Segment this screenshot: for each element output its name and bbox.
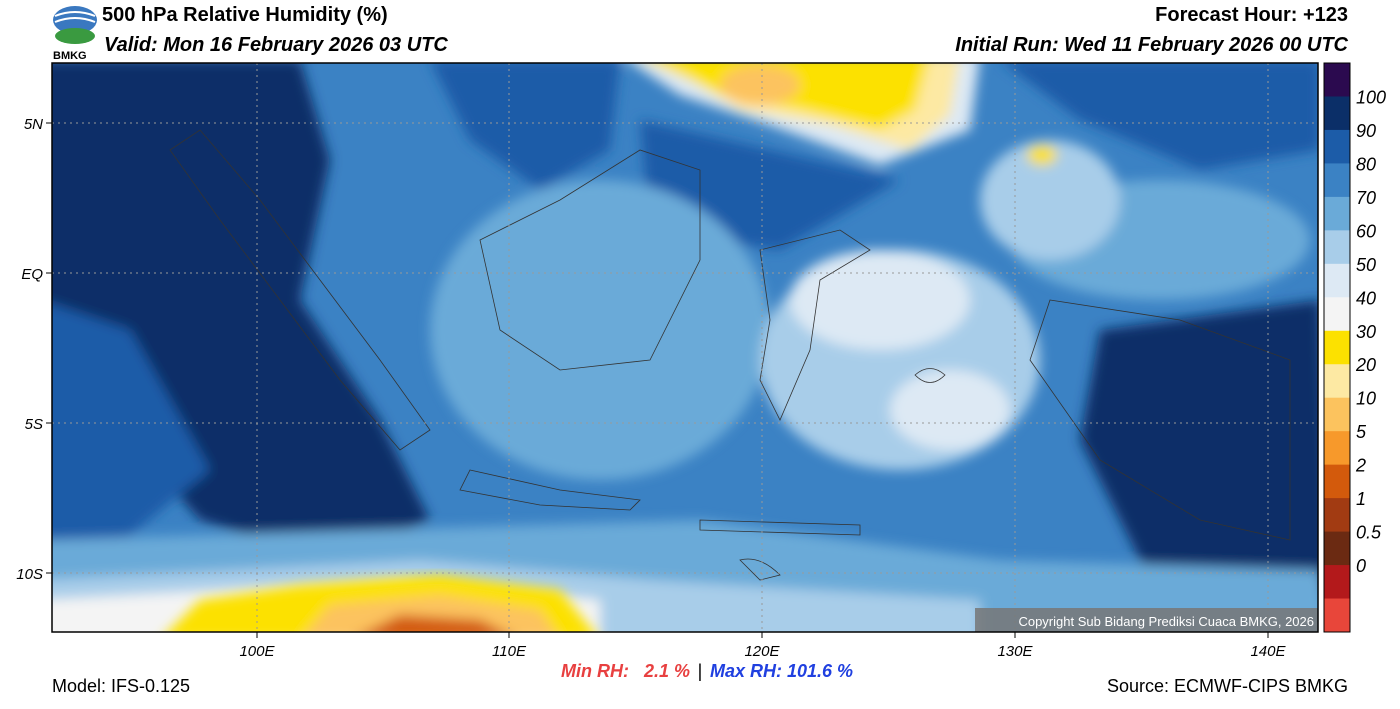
colorbar-label: 20 — [1355, 355, 1376, 375]
copyright-box — [975, 608, 1318, 632]
model: Model: IFS-0.125 — [52, 676, 190, 696]
colorbar: 100 90 80 70 60 50 40 30 20 10 5 2 1 0.5 0 — [1323, 62, 1386, 633]
colorbar-label: 60 — [1356, 221, 1376, 241]
map-frame — [51, 62, 1319, 633]
coastlines — [169, 129, 1291, 581]
lat-label: EQ — [21, 266, 43, 283]
colorbar-swatch — [1324, 230, 1350, 265]
colorbar-label: 80 — [1356, 154, 1376, 174]
lon-label: 100E — [239, 643, 275, 660]
colorbar-swatch — [1324, 498, 1350, 533]
logo-text: BMKG — [53, 50, 87, 62]
lon-label: 110E — [492, 643, 527, 660]
colorbar-label: 1 — [1356, 489, 1366, 509]
colorbar-swatch — [1324, 364, 1350, 399]
colorbar-label: 5 — [1356, 422, 1367, 442]
colorbar-swatch — [1324, 464, 1350, 499]
colorbar-swatch — [1324, 330, 1350, 365]
axes: 5N EQ 5S 10S 100E 110E 120E 130E 140E — [16, 116, 1286, 660]
colorbar-frame — [1323, 62, 1351, 633]
colorbar-swatch — [1324, 263, 1350, 298]
title: 500 hPa Relative Humidity (%) — [102, 4, 388, 26]
separator: | — [698, 661, 703, 681]
source: Source: ECMWF-CIPS BMKG — [1107, 676, 1348, 696]
colorbar-swatch — [1324, 196, 1350, 231]
colorbar-swatch — [1324, 431, 1350, 466]
colorbar-swatch — [1324, 96, 1350, 131]
colorbar-label: 90 — [1356, 121, 1376, 141]
lon-label: 130E — [997, 643, 1033, 660]
copyright: Copyright Sub Bidang Prediksi Cuaca BMKG… — [1018, 614, 1314, 629]
forecast-hour: Forecast Hour: +123 — [1155, 4, 1348, 26]
lat-label: 5N — [24, 116, 43, 133]
colorbar-label: 70 — [1356, 188, 1376, 208]
colorbar-label: 2 — [1355, 456, 1366, 476]
colorbar-label: 100 — [1356, 87, 1386, 107]
lat-label: 10S — [16, 566, 43, 583]
colorbar-swatch — [1324, 598, 1350, 633]
colorbar-label: 0 — [1356, 556, 1366, 576]
graticule — [52, 63, 1318, 632]
colorbar-label: 40 — [1356, 288, 1376, 308]
colorbar-label: 30 — [1356, 322, 1376, 342]
colorbar-swatch — [1324, 397, 1350, 432]
lon-label: 120E — [744, 643, 780, 660]
colorbar-label: 10 — [1356, 389, 1376, 409]
valid-time: Valid: Mon 16 February 2026 03 UTC — [104, 34, 448, 56]
initial-run: Initial Run: Wed 11 February 2026 00 UTC — [955, 34, 1348, 56]
colorbar-swatch — [1324, 531, 1350, 566]
colorbar-swatch — [1324, 565, 1350, 600]
lat-label: 5S — [25, 416, 43, 433]
lon-label: 140E — [1250, 643, 1286, 660]
humidity-field: Copyright Sub Bidang Prediksi Cuaca BMKG… — [52, 63, 1318, 632]
colorbar-swatch — [1324, 63, 1350, 97]
colorbar-swatch — [1324, 297, 1350, 332]
colorbar-swatch — [1324, 163, 1350, 198]
colorbar-label: 0.5 — [1356, 523, 1382, 543]
colorbar-swatch — [1324, 129, 1350, 164]
colorbar-label: 50 — [1356, 255, 1376, 275]
logo: BMKG — [53, 6, 97, 62]
max-rh: Max RH: 101.6 % — [710, 661, 853, 681]
min-rh: Min RH: 2.1 % — [561, 661, 690, 681]
